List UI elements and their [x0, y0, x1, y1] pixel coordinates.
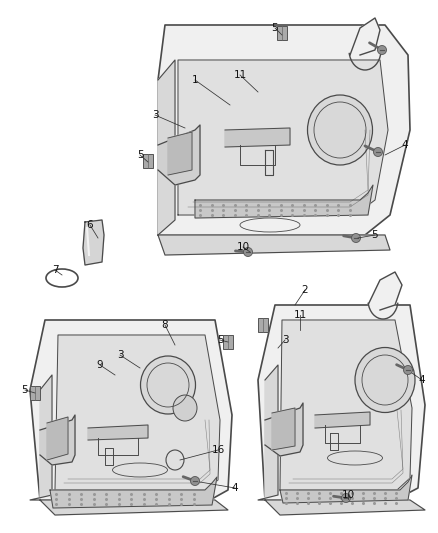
Text: 4: 4 [419, 375, 425, 385]
Polygon shape [195, 185, 373, 218]
Text: 5: 5 [217, 335, 223, 345]
Polygon shape [258, 365, 278, 500]
Polygon shape [225, 128, 290, 147]
Polygon shape [280, 475, 412, 503]
Circle shape [244, 247, 252, 256]
Circle shape [403, 366, 413, 375]
Circle shape [374, 148, 382, 157]
Polygon shape [55, 335, 220, 490]
Bar [258, 318, 268, 332]
Text: 9: 9 [97, 360, 103, 370]
Polygon shape [280, 320, 412, 490]
Polygon shape [265, 500, 425, 515]
Polygon shape [350, 18, 380, 55]
Ellipse shape [355, 348, 415, 413]
Ellipse shape [173, 395, 197, 421]
Polygon shape [315, 412, 370, 428]
Ellipse shape [307, 95, 372, 165]
Polygon shape [40, 500, 228, 515]
Polygon shape [47, 417, 68, 460]
Text: 5: 5 [272, 23, 278, 33]
Polygon shape [168, 132, 192, 175]
Text: 11: 11 [293, 310, 307, 320]
Text: 8: 8 [162, 320, 168, 330]
Bar [143, 154, 153, 168]
Text: 3: 3 [152, 110, 158, 120]
Polygon shape [158, 235, 390, 255]
Polygon shape [265, 403, 303, 456]
Text: 5: 5 [22, 385, 28, 395]
Text: 3: 3 [117, 350, 124, 360]
Text: 11: 11 [233, 70, 247, 80]
Polygon shape [50, 477, 217, 508]
Text: 6: 6 [87, 220, 93, 230]
Polygon shape [83, 220, 104, 265]
Polygon shape [158, 60, 175, 235]
Polygon shape [178, 60, 388, 215]
Text: 7: 7 [52, 265, 58, 275]
Text: 5: 5 [137, 150, 143, 160]
Text: 2: 2 [302, 285, 308, 295]
Text: 5: 5 [372, 230, 378, 240]
Text: 3: 3 [282, 335, 288, 345]
Polygon shape [158, 125, 200, 185]
Bar [277, 26, 287, 40]
Polygon shape [30, 375, 52, 500]
Circle shape [191, 477, 199, 486]
Text: 16: 16 [212, 445, 225, 455]
Circle shape [352, 233, 360, 243]
Polygon shape [40, 415, 75, 465]
Circle shape [378, 45, 386, 54]
Text: 10: 10 [237, 242, 250, 252]
Circle shape [342, 494, 350, 503]
Text: 4: 4 [402, 140, 408, 150]
Ellipse shape [141, 356, 195, 414]
Polygon shape [30, 320, 232, 500]
Text: 10: 10 [342, 490, 355, 500]
Polygon shape [158, 25, 410, 235]
Bar [30, 386, 40, 400]
Polygon shape [368, 272, 402, 310]
Polygon shape [272, 408, 295, 450]
Text: 4: 4 [232, 483, 238, 493]
Bar [223, 335, 233, 349]
Polygon shape [88, 425, 148, 440]
Polygon shape [258, 305, 425, 500]
Text: 1: 1 [192, 75, 198, 85]
